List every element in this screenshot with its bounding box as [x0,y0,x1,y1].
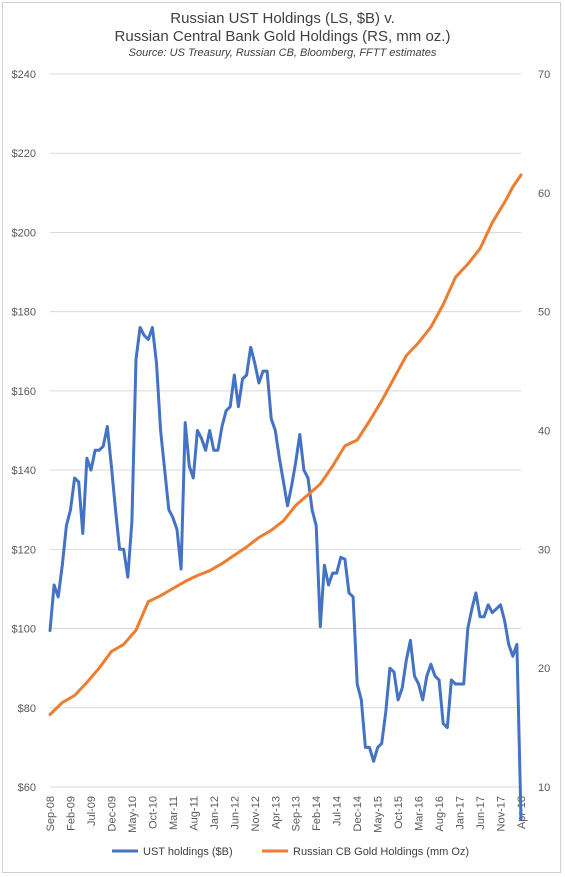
x-axis-tick-label: Mar-11 [168,796,180,830]
x-axis-tick-label: Sep-08 [45,796,57,831]
chart-title: Russian UST Holdings (LS, $B) v. [170,10,395,27]
legend-label: UST holdings ($B) [143,846,233,858]
x-axis-tick-label: Jun-12 [229,796,241,830]
x-axis-tick-label: Jul-09 [86,796,98,826]
x-axis-tick-label: Aug-16 [434,796,446,831]
x-axis-tick-label: Oct-10 [147,796,159,829]
gold-holdings-line [48,173,523,716]
x-axis-tick-label: Mar-16 [414,796,426,831]
x-axis-tick-label: Jul-14 [332,796,344,826]
left-axis-tick-label: $200 [12,227,36,239]
x-axis-tick-label: Feb-09 [65,796,77,831]
x-axis-tick-label: Dec-14 [352,796,364,831]
left-axis-tick-label: $140 [12,465,36,477]
x-axis-tick-label: May-10 [127,796,139,833]
right-axis-tick-label: 30 [538,544,550,556]
right-axis-tick-label: 10 [538,782,550,794]
right-axis-tick-label: 70 [538,69,550,81]
ust-holdings-line [48,326,523,821]
right-axis-tick-label: 60 [538,188,550,200]
left-axis-tick-label: $180 [12,307,36,319]
left-axis-tick-label: $80 [18,703,36,715]
x-axis-tick-label: Jan-12 [209,796,221,830]
legend-label: Russian CB Gold Holdings (mm Oz) [293,846,469,858]
left-axis-tick-label: $160 [12,386,36,398]
x-axis-tick-label: Jun-17 [475,796,487,830]
x-axis-tick-label: Jan-17 [455,796,467,830]
left-axis-tick-label: $120 [12,544,36,556]
x-axis-tick-label: May-15 [373,796,385,833]
left-axis-tick-label: $60 [18,782,36,794]
left-axis-tick-label: $220 [12,148,36,160]
left-axis-tick-label: $240 [12,69,36,81]
x-axis-tick-label: Dec-09 [106,796,118,831]
chart-subtitle: Source: US Treasury, Russian CB, Bloombe… [128,47,437,59]
x-axis-tick-label: Nov-17 [496,796,508,831]
right-axis-tick-label: 20 [538,663,550,675]
x-axis-tick-label: Sep-13 [291,796,303,831]
chart-title-line2: Russian Central Bank Gold Holdings (RS, … [114,28,451,45]
x-axis-tick-label: Nov-12 [250,796,262,831]
right-axis-tick-label: 50 [538,307,550,319]
x-axis-tick-label: Apr-13 [270,796,282,829]
right-axis-tick-label: 40 [538,426,550,438]
x-axis-tick-label: Aug-11 [188,796,200,831]
left-axis-tick-label: $100 [12,624,36,636]
x-axis-tick-label: Oct-15 [393,796,405,829]
x-axis-tick-label: Feb-14 [311,796,323,831]
